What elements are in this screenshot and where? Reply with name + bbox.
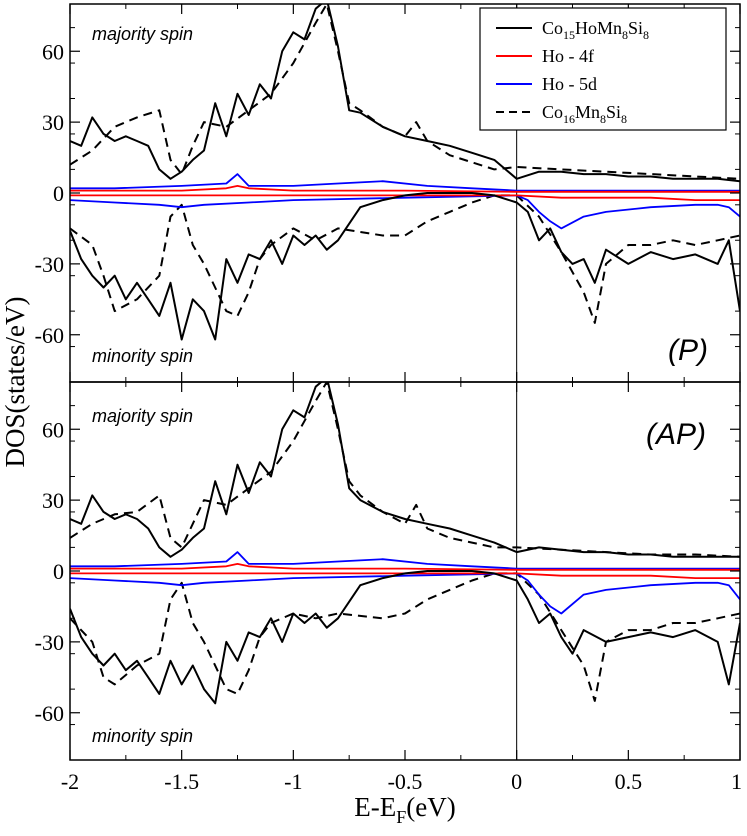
panel-p-ytick-label: -60 [35, 323, 64, 348]
x-tick-label: -1.5 [164, 769, 199, 794]
x-tick-label: 0 [511, 769, 522, 794]
x-tick-label: -1 [284, 769, 302, 794]
panel-ap-series-co15homn8si8-majority [70, 382, 740, 558]
legend-label-co15: Co15HoMn8Si8 [542, 18, 649, 42]
panel-ap-phase-label: (AP) [646, 418, 706, 451]
panel-p-series-co15homn8si8-majority [70, 4, 740, 183]
panel-ap-series-group [70, 382, 740, 760]
panel-p-series-ho-5d-minority [70, 194, 740, 230]
panel-p-phase-label: (P) [668, 334, 708, 367]
x-tick-label: -2 [61, 769, 79, 794]
legend-label-ho5d: Ho - 5d [542, 74, 597, 94]
x-tick-labels: -2 -1.5 -1 -0.5 0 0.5 1 [61, 769, 742, 794]
panel-p-majority-label: majority spin [92, 24, 193, 44]
panel-ap-minority-label: minority spin [92, 726, 193, 746]
x-axis-title: E-EF(eV) [354, 792, 455, 827]
panel-ap-ytick-label: -60 [35, 701, 64, 726]
panel-p-series-co16mn8si8-minority [70, 194, 740, 324]
legend-label-ho4f: Ho - 4f [542, 46, 594, 66]
panel-p-series-co15homn8si8-minority [70, 192, 740, 341]
panel-p-ytick-label: -30 [35, 252, 64, 277]
y-axis-title: DOS(states/eV) [0, 297, 30, 468]
panel-p-ytick-label: 30 [42, 110, 64, 135]
panel-ap-series-ho-4f-majority [70, 563, 740, 571]
x-tick-label: 0.5 [615, 769, 643, 794]
panel-p-series-ho-5d-majority [70, 173, 740, 192]
panel-p-ytick-label: 60 [42, 39, 64, 64]
panel-ap-series-ho-5d-minority [70, 572, 740, 615]
panel-ap-majority-label: majority spin [92, 406, 193, 426]
x-tick-label: 1 [731, 769, 742, 794]
panel-ap-series-co15homn8si8-minority [70, 570, 740, 705]
x-axis-title-tail: (eV) [406, 792, 455, 822]
x-axis-title-sub: F [396, 807, 406, 827]
panel-p-series-ho-4f-majority [70, 184, 740, 193]
panel-ap-series-co16mn8si8-minority [70, 572, 740, 702]
panel-ap-series-co16mn8si8-majority [70, 382, 740, 558]
panel-p-minority-label: minority spin [92, 346, 193, 366]
panel-ap-ytick-label: 30 [42, 488, 64, 513]
panel-p-series-group [70, 4, 740, 382]
legend: Co15HoMn8Si8 Ho - 4f Ho - 5d Co16Mn8Si8 [479, 7, 727, 131]
panel-p-series-ho-4f-minority [70, 194, 740, 202]
x-axis-title-main: E-E [354, 792, 396, 822]
panel-ap-ytick-label: 0 [53, 559, 64, 584]
panel-ap-ytick-label: 60 [42, 417, 64, 442]
panel-ap-frame [69, 381, 741, 761]
panel-p-ytick-label: 0 [53, 181, 64, 206]
panel-ap-ytick-label: -30 [35, 630, 64, 655]
x-tick-label: -0.5 [388, 769, 423, 794]
panel-ap-series-ho-5d-majority [70, 551, 740, 570]
legend-label-co16: Co16Mn8Si8 [542, 102, 627, 126]
panel-p-ticks: -60 -30 0 30 60 [35, 4, 741, 383]
panel-ap-series-ho-4f-minority [70, 572, 740, 579]
